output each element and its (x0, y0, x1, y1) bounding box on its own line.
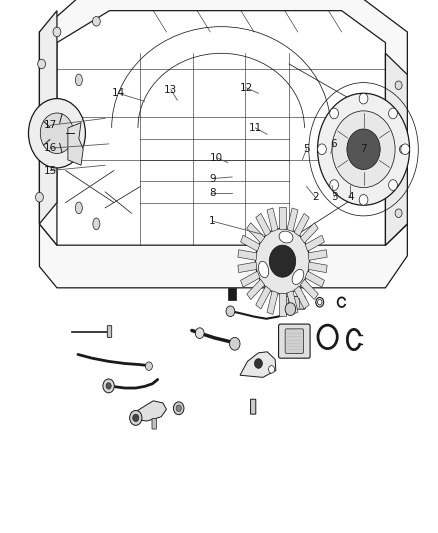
Polygon shape (300, 223, 318, 243)
Polygon shape (294, 286, 309, 309)
Circle shape (389, 108, 397, 119)
Circle shape (92, 17, 100, 26)
Circle shape (103, 379, 114, 393)
Circle shape (176, 405, 181, 411)
Polygon shape (287, 208, 298, 231)
Text: 5: 5 (303, 144, 310, 154)
Polygon shape (256, 286, 271, 309)
FancyBboxPatch shape (107, 326, 112, 337)
Ellipse shape (258, 261, 268, 278)
Circle shape (28, 99, 85, 168)
FancyBboxPatch shape (283, 296, 305, 309)
Polygon shape (308, 250, 327, 260)
Polygon shape (300, 279, 318, 300)
Polygon shape (279, 293, 286, 316)
Circle shape (255, 228, 310, 294)
Circle shape (359, 195, 368, 205)
Text: 13: 13 (164, 85, 177, 94)
Text: 1: 1 (209, 216, 216, 226)
Text: 14: 14 (112, 88, 125, 98)
Text: 16: 16 (44, 143, 57, 153)
Circle shape (318, 93, 410, 205)
Ellipse shape (93, 218, 100, 230)
Polygon shape (238, 262, 257, 272)
Polygon shape (267, 291, 278, 314)
FancyBboxPatch shape (285, 329, 304, 353)
Text: 3: 3 (331, 192, 338, 202)
Text: 10: 10 (210, 153, 223, 163)
Circle shape (318, 144, 326, 155)
Text: 17: 17 (44, 120, 57, 130)
Circle shape (35, 192, 43, 202)
Ellipse shape (75, 202, 82, 214)
Circle shape (347, 129, 380, 169)
Circle shape (173, 402, 184, 415)
Text: 12: 12 (240, 83, 253, 93)
Polygon shape (308, 262, 327, 272)
Circle shape (133, 414, 139, 422)
Circle shape (389, 180, 397, 190)
FancyBboxPatch shape (152, 418, 156, 429)
Polygon shape (305, 235, 325, 251)
Circle shape (359, 93, 368, 104)
Text: 15: 15 (44, 166, 57, 175)
Ellipse shape (75, 74, 82, 86)
Polygon shape (247, 279, 265, 300)
Text: 8: 8 (209, 188, 216, 198)
Polygon shape (385, 53, 407, 245)
Circle shape (321, 329, 334, 344)
Polygon shape (240, 352, 276, 377)
FancyBboxPatch shape (251, 399, 256, 414)
Circle shape (316, 297, 324, 307)
Circle shape (332, 111, 395, 188)
Polygon shape (39, 224, 407, 288)
Circle shape (399, 145, 406, 154)
Circle shape (254, 359, 262, 368)
Text: 4: 4 (347, 192, 354, 202)
Circle shape (38, 59, 46, 69)
FancyBboxPatch shape (279, 324, 310, 358)
Circle shape (285, 303, 296, 316)
Circle shape (318, 300, 322, 305)
Circle shape (145, 362, 152, 370)
Ellipse shape (292, 269, 304, 285)
Polygon shape (247, 223, 265, 243)
Polygon shape (294, 213, 309, 236)
Circle shape (106, 383, 111, 389)
Polygon shape (39, 11, 57, 224)
Circle shape (269, 245, 296, 277)
Polygon shape (279, 207, 286, 229)
Circle shape (195, 328, 204, 338)
Circle shape (53, 27, 61, 37)
Polygon shape (131, 401, 166, 421)
Polygon shape (39, 0, 407, 245)
Ellipse shape (279, 231, 293, 243)
Circle shape (330, 108, 339, 119)
Circle shape (40, 113, 74, 154)
Polygon shape (256, 213, 271, 236)
Polygon shape (238, 250, 257, 260)
Text: 9: 9 (209, 174, 216, 183)
Circle shape (268, 366, 275, 373)
Polygon shape (68, 123, 83, 165)
Text: 11: 11 (249, 123, 262, 133)
Circle shape (395, 81, 402, 90)
Circle shape (130, 410, 142, 425)
Circle shape (230, 337, 240, 350)
Polygon shape (267, 208, 278, 231)
Circle shape (395, 209, 402, 217)
Text: 2: 2 (312, 192, 319, 202)
Circle shape (226, 306, 235, 317)
Polygon shape (305, 271, 325, 287)
Polygon shape (240, 235, 260, 251)
Text: 6: 6 (330, 139, 337, 149)
Polygon shape (240, 271, 260, 287)
Bar (228, 288, 236, 300)
Circle shape (330, 180, 339, 190)
Text: 7: 7 (360, 144, 367, 154)
Polygon shape (287, 291, 298, 314)
Circle shape (401, 144, 410, 155)
